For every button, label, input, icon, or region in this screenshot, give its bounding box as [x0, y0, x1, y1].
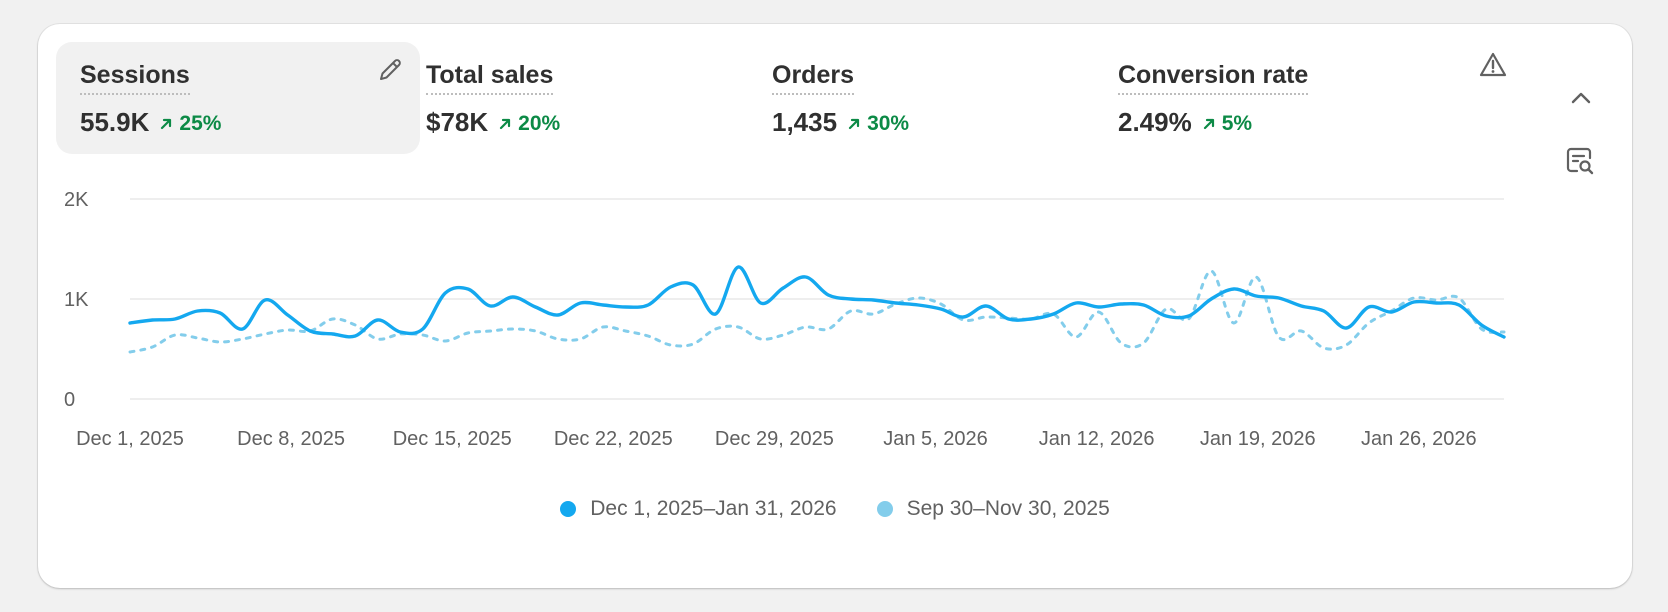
legend-swatch — [876, 501, 893, 517]
chart-legend: Dec 1, 2025–Jan 31, 2026 Sep 30–Nov 30, … — [38, 492, 1632, 526]
x-tick-label: Dec 29, 2025 — [715, 428, 834, 450]
legend-swatch — [560, 501, 577, 517]
sessions-chart: 0 1K 2K Dec 1, 2025 Dec 8, 2025 Dec 15, 2025… — [38, 24, 1632, 588]
y-tick-label: 0 — [64, 389, 75, 411]
metric-change-value: 30% — [867, 112, 910, 135]
chart-svg: 0 1K 2K Dec 1, 2025 Dec 8, 2025 Dec 15, 2025… — [64, 189, 1506, 450]
metric-change: 20% — [498, 112, 560, 136]
warning-triangle-icon[interactable] — [1478, 50, 1508, 85]
metric-tab-orders[interactable]: Orders 1,435 30% — [748, 42, 1112, 154]
metric-tab-conversion-rate[interactable]: Conversion rate 2.49% 5% — [1094, 42, 1458, 154]
arrow-up-right-icon — [1203, 118, 1214, 130]
metric-change-value: 20% — [518, 112, 561, 135]
x-tick-label: Jan 26, 2026 — [1361, 428, 1477, 450]
metric-tabs: Sessions 55.9K 25% Total sales $78K 20% — [56, 42, 1476, 154]
x-tick-label: Dec 22, 2025 — [554, 428, 673, 450]
x-tick-label: Dec 15, 2025 — [393, 428, 512, 450]
y-tick-label: 1K — [64, 289, 89, 311]
chevron-up-icon[interactable] — [1565, 82, 1597, 114]
arrow-up-right-icon — [848, 118, 860, 130]
metric-change: 30% — [847, 112, 909, 136]
metric-change-value: 25% — [179, 112, 222, 135]
x-tick-label: Jan 19, 2026 — [1200, 428, 1316, 450]
series-layer — [128, 265, 1506, 354]
pencil-icon[interactable] — [376, 56, 404, 89]
metric-label[interactable]: Sessions — [80, 60, 190, 95]
series-line-previous — [128, 269, 1506, 354]
x-tick-label: Dec 8, 2025 — [237, 428, 345, 450]
metric-label[interactable]: Conversion rate — [1118, 60, 1309, 95]
metric-tab-total-sales[interactable]: Total sales $78K 20% — [402, 42, 766, 154]
metric-change: 5% — [1202, 112, 1252, 136]
arrow-up-right-icon — [161, 118, 172, 130]
y-tick-label: 2K — [64, 189, 89, 211]
series-line-current — [128, 265, 1506, 339]
metric-label[interactable]: Total sales — [426, 60, 554, 95]
legend-label: Sep 30–Nov 30, 2025 — [906, 497, 1110, 520]
explore-data-icon[interactable] — [1563, 144, 1597, 178]
x-tick-label: Jan 12, 2026 — [1039, 428, 1155, 450]
x-tick-label: Dec 1, 2025 — [76, 428, 184, 450]
arrow-up-right-icon — [500, 118, 511, 130]
legend-label: Dec 1, 2025–Jan 31, 2026 — [590, 497, 837, 520]
legend-item-current[interactable]: Dec 1, 2025–Jan 31, 2026 — [560, 497, 837, 521]
legend-item-previous[interactable]: Sep 30–Nov 30, 2025 — [876, 497, 1110, 521]
metric-value: 2.49% — [1118, 107, 1192, 137]
metric-value: 1,435 — [772, 107, 838, 137]
metric-value: $78K — [426, 107, 489, 137]
metric-label[interactable]: Orders — [772, 60, 854, 95]
x-axis-ticks: Dec 1, 2025 Dec 8, 2025 Dec 15, 2025 Dec 22… — [76, 428, 1477, 450]
x-tick-label: Jan 5, 2026 — [883, 428, 988, 450]
grid-layer — [130, 198, 1504, 400]
analytics-card: Sessions 55.9K 25% Total sales $78K 20% — [38, 24, 1632, 588]
metric-tab-sessions[interactable]: Sessions 55.9K 25% — [56, 42, 420, 154]
y-axis-ticks: 0 1K 2K — [64, 189, 89, 411]
metric-change-value: 5% — [1221, 112, 1253, 135]
metric-change: 25% — [159, 112, 221, 136]
metric-value: 55.9K — [80, 107, 150, 137]
